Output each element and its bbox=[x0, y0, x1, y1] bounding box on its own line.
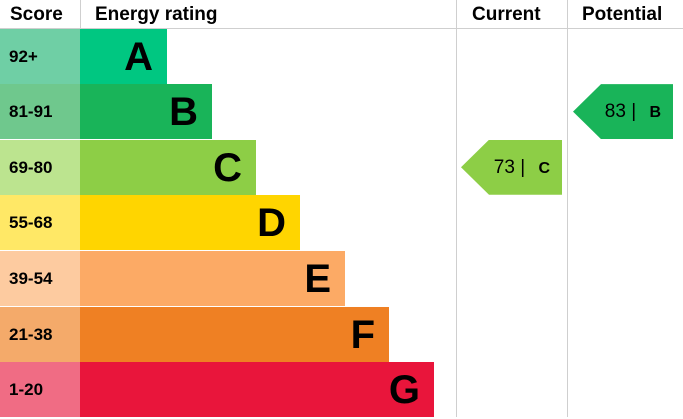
rating-bar-g: G bbox=[80, 362, 434, 418]
rating-bar-c: C bbox=[80, 139, 256, 195]
score-header: Score bbox=[10, 4, 63, 25]
score-band-d: 55-68 bbox=[0, 195, 80, 251]
current-rating-arrow: 73 | C bbox=[461, 139, 562, 195]
potential-value: 83 bbox=[604, 101, 626, 123]
score-band-f: 21-38 bbox=[0, 306, 80, 362]
score-band-c: 69-80 bbox=[0, 139, 80, 195]
divider bbox=[567, 0, 568, 417]
divider bbox=[456, 0, 457, 417]
potential-letter: B bbox=[649, 104, 661, 122]
rating-bar-a: A bbox=[80, 28, 167, 84]
potential-separator: | bbox=[631, 101, 637, 123]
divider bbox=[80, 0, 81, 28]
energy-rating-header: Energy rating bbox=[95, 4, 218, 25]
current-letter: C bbox=[538, 159, 550, 177]
potential-rating-arrow: 83 | B bbox=[573, 84, 673, 140]
score-band-g: 1-20 bbox=[0, 362, 80, 418]
rating-bar-b: B bbox=[80, 84, 212, 140]
potential-header: Potential bbox=[582, 4, 663, 25]
rating-bar-e: E bbox=[80, 250, 345, 306]
rating-bar-f: F bbox=[80, 306, 389, 362]
current-separator: | bbox=[520, 156, 526, 178]
divider bbox=[0, 28, 683, 29]
score-band-b: 81-91 bbox=[0, 84, 80, 140]
score-band-e: 39-54 bbox=[0, 250, 80, 306]
current-header: Current bbox=[472, 4, 541, 25]
rating-bar-d: D bbox=[80, 195, 300, 251]
current-value: 73 bbox=[493, 156, 515, 178]
score-band-a: 92+ bbox=[0, 28, 80, 84]
